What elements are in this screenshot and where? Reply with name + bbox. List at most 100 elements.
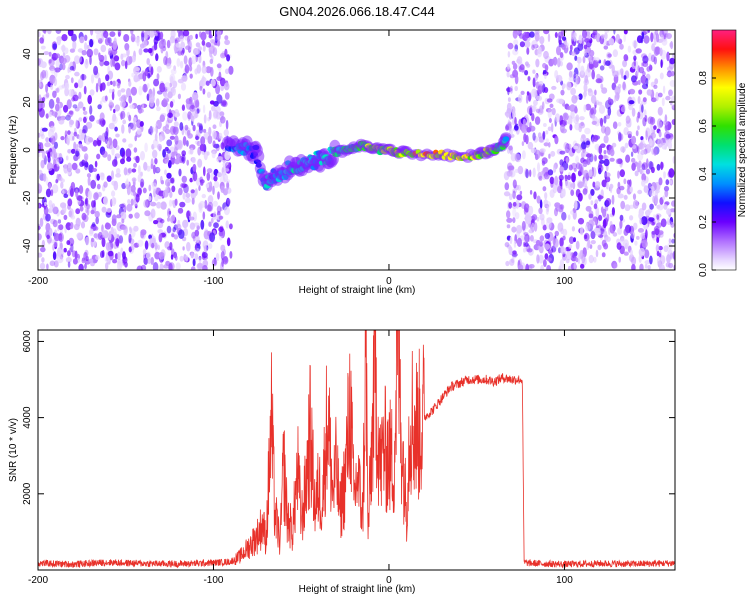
noise-speckle (543, 30, 550, 35)
noise-speckle (226, 187, 232, 194)
noise-speckle (507, 165, 515, 171)
noise-speckle (158, 233, 163, 243)
noise-speckle (623, 34, 626, 42)
noise-speckle (641, 31, 645, 40)
noise-speckle (177, 46, 183, 52)
noise-speckle (159, 219, 165, 224)
noise-speckle (634, 240, 638, 246)
noise-speckle (150, 158, 154, 168)
noise-speckle (549, 189, 555, 199)
noise-speckle (552, 236, 556, 246)
noise-speckle (515, 212, 520, 220)
noise-speckle (38, 31, 41, 38)
noise-speckle (166, 63, 172, 69)
noise-speckle (209, 232, 216, 243)
noise-speckle (55, 53, 61, 59)
noise-speckle (86, 207, 90, 216)
noise-speckle (534, 116, 541, 125)
noise-speckle (182, 30, 190, 37)
noise-speckle (58, 176, 63, 182)
noise-speckle (189, 34, 193, 41)
noise-speckle (213, 109, 219, 119)
noise-speckle (158, 252, 165, 260)
noise-speckle (583, 83, 588, 93)
noise-speckle (512, 118, 515, 126)
noise-speckle (670, 41, 674, 50)
noise-speckle (150, 66, 154, 76)
noise-speckle (128, 143, 133, 148)
noise-speckle (570, 255, 577, 262)
spectrogram-x-label: Height of straight line (km) (299, 285, 416, 296)
noise-speckle (142, 187, 147, 194)
noise-speckle (537, 85, 543, 95)
noise-speckle (573, 116, 579, 124)
noise-speckle (656, 237, 660, 243)
noise-speckle (669, 252, 674, 260)
noise-speckle (609, 183, 614, 189)
noise-speckle (57, 256, 64, 264)
noise-speckle (509, 258, 515, 266)
noise-speckle (558, 265, 562, 270)
noise-speckle (141, 32, 145, 42)
noise-speckle (38, 252, 43, 258)
noise-speckle (506, 217, 513, 223)
noise-speckle (182, 192, 186, 200)
noise-speckle (75, 208, 81, 215)
noise-speckle (155, 125, 158, 135)
noise-speckle (572, 181, 576, 190)
noise-speckle (115, 238, 120, 247)
noise-speckle (624, 142, 629, 149)
noise-speckle (91, 237, 95, 243)
noise-speckle (526, 127, 532, 133)
noise-speckle (71, 33, 77, 42)
noise-speckle (507, 86, 510, 96)
noise-speckle (218, 215, 223, 220)
noise-speckle (631, 157, 636, 163)
noise-speckle (604, 30, 610, 34)
colorbar-tick-label: 0.6 (698, 119, 709, 133)
noise-speckle (52, 219, 58, 228)
noise-speckle (638, 66, 645, 74)
noise-speckle (594, 89, 597, 96)
noise-speckle (146, 165, 151, 172)
noise-speckle (58, 224, 64, 231)
noise-speckle (137, 104, 143, 115)
noise-speckle (528, 264, 535, 269)
noise-speckle (559, 204, 565, 210)
noise-speckle (540, 148, 546, 153)
noise-speckle (54, 67, 61, 73)
noise-speckle (580, 121, 584, 127)
noise-speckle (55, 179, 58, 184)
noise-speckle (87, 137, 94, 143)
noise-speckle (603, 45, 609, 50)
noise-speckle (173, 121, 179, 127)
noise-speckle (579, 249, 584, 260)
noise-speckle (615, 33, 621, 43)
noise-speckle (45, 213, 51, 222)
noise-speckle (93, 48, 99, 56)
noise-speckle (184, 124, 189, 131)
noise-speckle (631, 264, 636, 270)
noise-speckle (174, 255, 178, 261)
noise-speckle (162, 149, 167, 158)
noise-speckle (228, 65, 234, 75)
noise-speckle (504, 182, 510, 191)
noise-speckle (76, 222, 79, 229)
noise-speckle (192, 92, 199, 101)
noise-speckle (514, 74, 519, 85)
noise-speckle (143, 48, 149, 53)
noise-speckle (120, 211, 127, 221)
noise-speckle (112, 113, 117, 122)
noise-speckle (588, 169, 593, 178)
colorbar-label: Normalized spectral amplitude (737, 82, 748, 217)
noise-speckle (654, 78, 659, 85)
noise-speckle (69, 65, 75, 71)
noise-speckle (651, 43, 655, 52)
x-tick-label: -100 (203, 575, 223, 586)
noise-speckle (585, 223, 591, 232)
noise-speckle (126, 156, 132, 162)
noise-speckle (665, 262, 671, 268)
noise-speckle (641, 173, 647, 182)
noise-speckle (658, 245, 663, 251)
noise-speckle (90, 30, 94, 36)
